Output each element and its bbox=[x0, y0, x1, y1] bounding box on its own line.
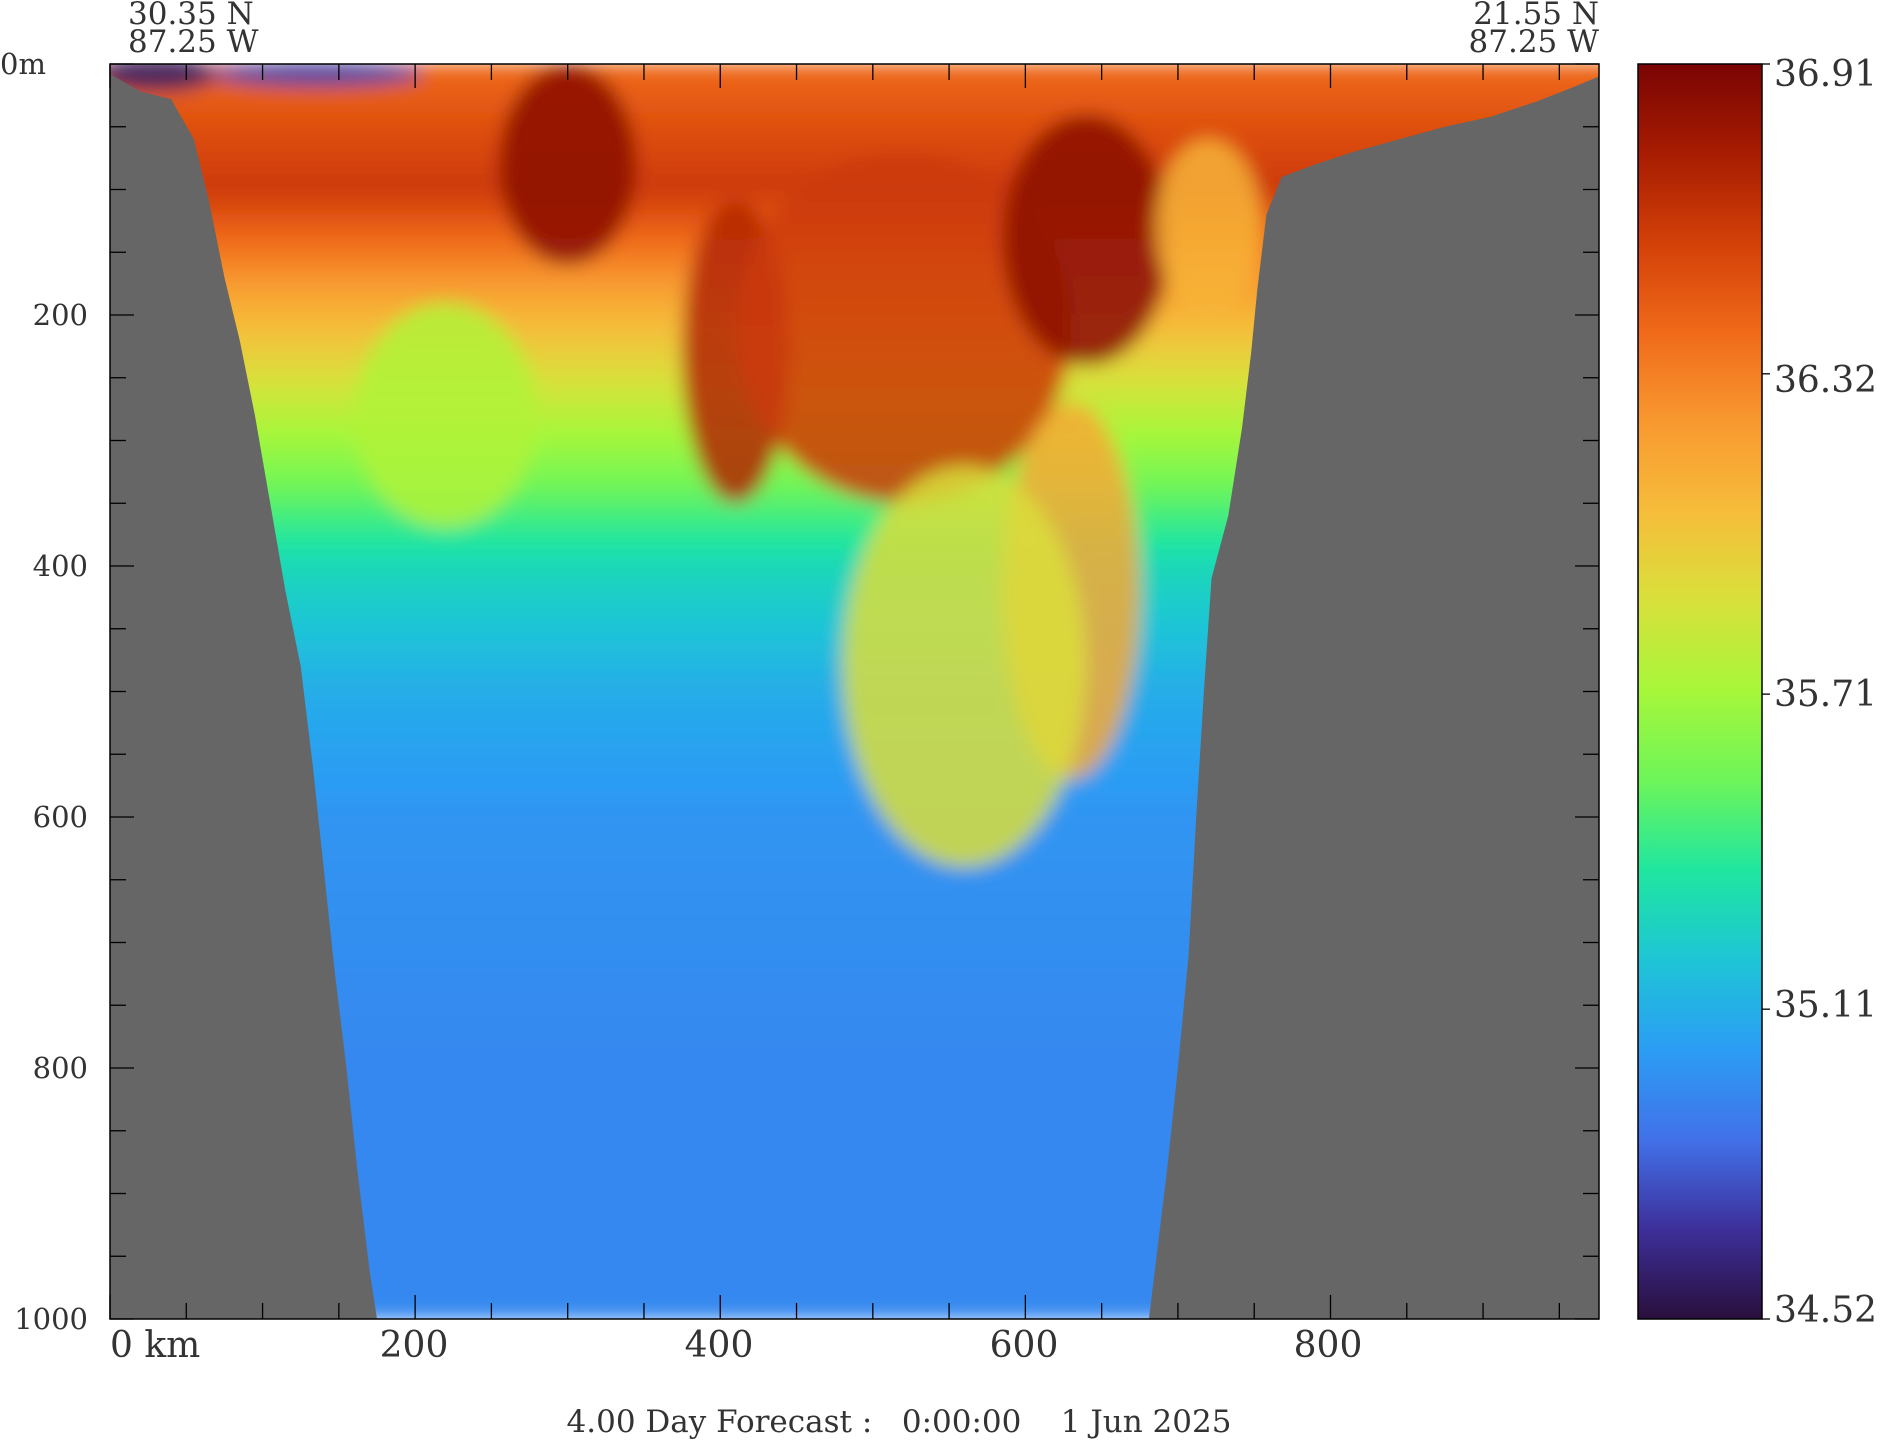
y-tick-label-0: 0m bbox=[0, 47, 46, 81]
colorbar-label-max: 36.91 bbox=[1774, 54, 1877, 95]
right-endpoint-lat: 21.55 N bbox=[1473, 0, 1599, 32]
axis-ticks bbox=[109, 63, 1599, 1320]
salinity-anomaly bbox=[735, 151, 1072, 504]
x-tick-label-200: 200 bbox=[380, 1325, 449, 1366]
colorbar-label-min: 34.52 bbox=[1774, 1290, 1877, 1331]
colorbar-label-35-71: 35.71 bbox=[1774, 674, 1877, 715]
salinity-band bbox=[110, 64, 1599, 78]
colorbar bbox=[1637, 63, 1763, 1320]
colorbar-label-36-32: 36.32 bbox=[1774, 360, 1877, 401]
left-endpoint-lon: 87.25 W bbox=[128, 24, 259, 60]
salinity-anomaly bbox=[110, 64, 217, 92]
bathymetry-left bbox=[110, 64, 377, 1319]
forecast-footer: 4.00 Day Forecast : 0:00:00 1 Jun 2025 bbox=[567, 1404, 1232, 1440]
salinity-anomaly bbox=[499, 64, 637, 265]
salinity-anomaly bbox=[1155, 139, 1262, 315]
y-tick-label-1000: 1000 bbox=[14, 1302, 88, 1336]
x-tick-label-0: 0 km bbox=[110, 1325, 200, 1366]
salinity-band bbox=[110, 75, 1599, 91]
x-tick-label-800: 800 bbox=[1294, 1325, 1363, 1366]
salinity-anomaly bbox=[354, 302, 538, 529]
salinity-anomaly bbox=[209, 64, 423, 87]
x-tick-label-400: 400 bbox=[685, 1325, 754, 1366]
x-tick-label-600: 600 bbox=[990, 1325, 1059, 1366]
right-endpoint-lon: 87.25 W bbox=[1469, 24, 1600, 60]
left-endpoint-lat: 30.35 N bbox=[128, 0, 254, 32]
salinity-anomaly bbox=[842, 465, 1087, 868]
salinity-band bbox=[110, 125, 1599, 141]
y-tick-label-200: 200 bbox=[33, 298, 88, 332]
salinity-band bbox=[110, 88, 1599, 103]
bathymetry-right bbox=[1148, 76, 1599, 1319]
y-tick-label-600: 600 bbox=[33, 800, 88, 834]
y-tick-label-800: 800 bbox=[33, 1051, 88, 1085]
salinity-band bbox=[110, 100, 1599, 116]
colorbar-ticks bbox=[1762, 63, 1770, 1320]
colorbar-label-35-11: 35.11 bbox=[1774, 985, 1877, 1026]
salinity-anomaly bbox=[1002, 114, 1171, 366]
plot-area bbox=[110, 64, 1599, 1319]
y-tick-label-400: 400 bbox=[33, 549, 88, 583]
salinity-band bbox=[110, 113, 1599, 128]
